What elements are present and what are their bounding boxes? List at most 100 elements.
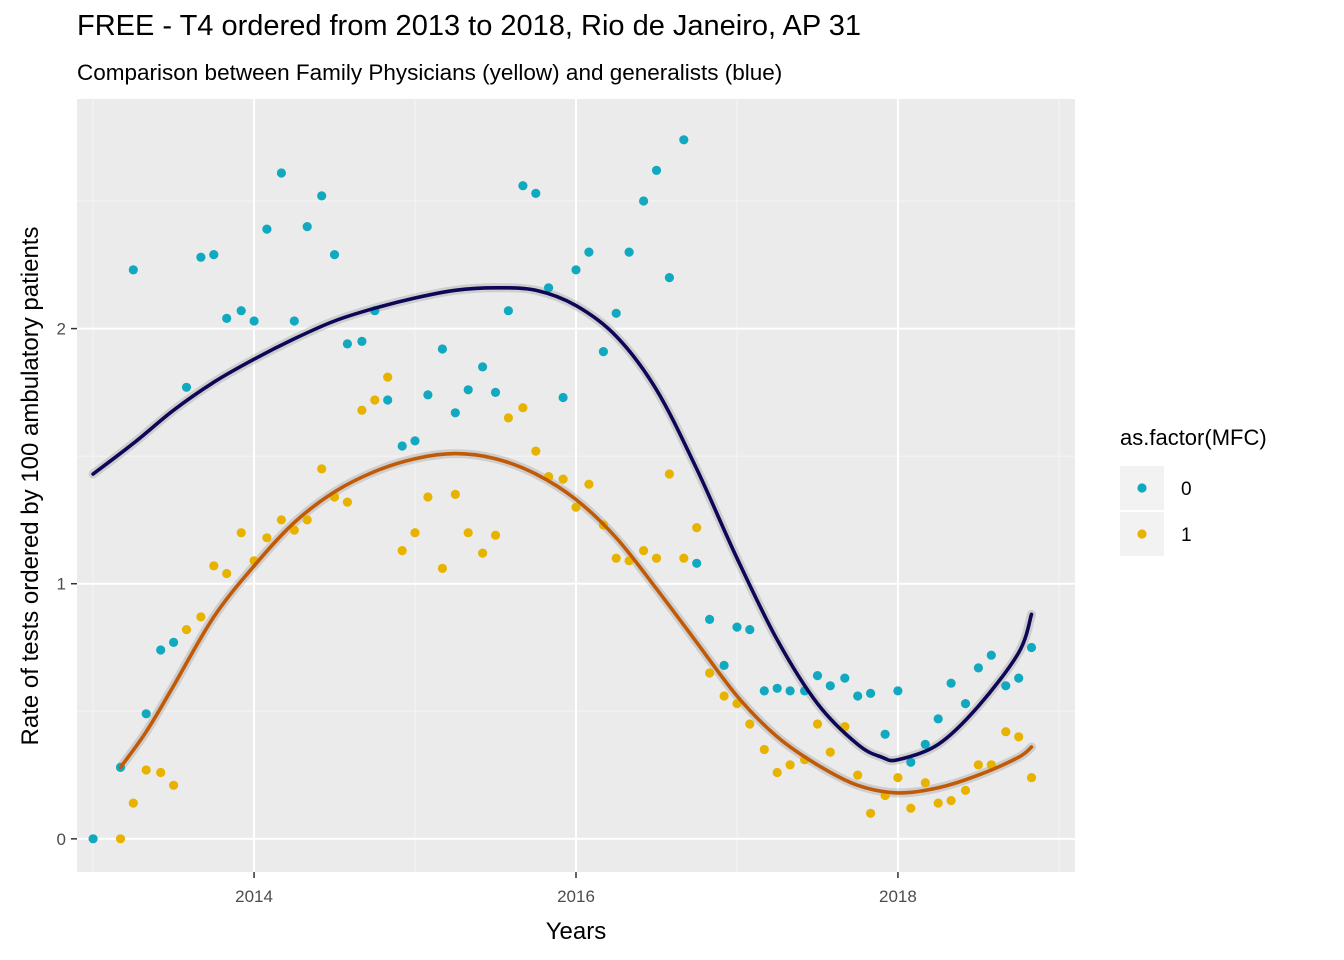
y-axis-title: Rate of tests ordered by 100 ambulatory …	[17, 227, 44, 746]
data-point	[933, 798, 943, 808]
data-point	[276, 515, 286, 525]
data-point	[906, 803, 916, 813]
data-point	[812, 719, 823, 729]
data-point	[705, 614, 715, 625]
data-point	[383, 372, 393, 382]
data-point	[357, 405, 367, 415]
data-point	[262, 533, 272, 543]
x-axis: 2014 2016 2018	[235, 872, 917, 906]
grid-major	[77, 99, 1075, 872]
data-point	[745, 719, 755, 729]
data-point	[1014, 673, 1024, 683]
legend: as.factor(MFC) 0 1	[1120, 425, 1267, 556]
data-point	[249, 316, 259, 326]
data-point	[410, 436, 420, 446]
data-point	[639, 196, 649, 206]
data-point	[946, 796, 956, 806]
data-point	[317, 191, 327, 201]
data-point	[463, 385, 473, 395]
data-point	[222, 313, 232, 323]
legend-swatch-0	[1137, 483, 1147, 493]
legend-label-0: 0	[1181, 479, 1192, 500]
data-point	[437, 563, 447, 574]
legend-swatch-1	[1137, 529, 1147, 539]
data-point	[383, 395, 393, 405]
data-point	[490, 530, 501, 540]
data-point	[169, 780, 179, 790]
data-point	[531, 446, 541, 456]
data-point	[1026, 642, 1037, 653]
data-point	[906, 757, 916, 767]
data-point	[825, 747, 835, 757]
data-point	[397, 546, 407, 556]
x-axis-title: Years	[546, 918, 607, 945]
y-axis: 0 1 2	[57, 320, 77, 849]
smooth-lines	[91, 285, 1034, 795]
data-point	[920, 739, 930, 750]
data-point	[986, 650, 996, 660]
data-point	[679, 135, 689, 145]
data-point	[973, 663, 984, 673]
data-point	[759, 686, 769, 696]
data-point	[853, 691, 863, 701]
data-point	[571, 502, 581, 512]
data-point	[128, 798, 138, 808]
data-point	[450, 408, 460, 418]
data-point	[302, 222, 312, 232]
data-point	[651, 553, 662, 563]
data-point	[584, 247, 594, 257]
data-point	[236, 528, 246, 538]
data-point	[719, 660, 729, 671]
data-point	[196, 612, 206, 622]
data-point	[705, 668, 715, 678]
data-point	[893, 773, 903, 783]
data-point	[584, 479, 594, 489]
data-point	[1001, 727, 1011, 737]
data-point	[196, 252, 206, 262]
data-point	[181, 382, 192, 392]
data-point	[785, 686, 795, 696]
data-point	[893, 686, 903, 696]
x-tick-label: 2014	[235, 887, 273, 906]
data-point	[598, 347, 609, 357]
data-point	[719, 691, 729, 701]
data-point	[679, 553, 689, 563]
data-point	[692, 523, 702, 533]
data-point	[825, 681, 835, 691]
y-tick-label: 0	[57, 830, 66, 849]
x-tick-label: 2016	[557, 887, 595, 906]
data-point	[342, 339, 352, 349]
data-point	[973, 760, 984, 770]
data-point	[141, 709, 151, 719]
data-point	[317, 464, 327, 474]
chart-subtitle: Comparison between Family Physicians (ye…	[77, 60, 783, 85]
smooth-line-0	[91, 285, 1034, 763]
data-point	[946, 678, 956, 688]
data-point	[1026, 773, 1037, 783]
data-point	[209, 250, 219, 260]
data-point	[1001, 681, 1011, 691]
data-point	[960, 785, 971, 796]
data-point	[866, 688, 876, 699]
data-point	[156, 645, 166, 655]
y-tick-label: 2	[57, 320, 66, 339]
data-point	[410, 528, 420, 538]
data-point	[209, 561, 219, 571]
legend-title: as.factor(MFC)	[1120, 425, 1267, 450]
data-point	[478, 362, 488, 372]
data-point	[611, 553, 621, 563]
data-point	[624, 247, 634, 257]
data-point	[745, 625, 755, 635]
data-point	[558, 474, 568, 484]
chart-title: FREE - T4 ordered from 2013 to 2018, Rio…	[77, 10, 861, 42]
data-point	[651, 165, 662, 175]
data-point	[289, 525, 299, 535]
data-point	[423, 390, 433, 400]
data-point	[571, 265, 581, 275]
data-point	[88, 834, 98, 844]
data-point	[503, 306, 513, 316]
data-point	[785, 760, 795, 770]
data-point	[141, 765, 151, 775]
data-point	[732, 622, 742, 632]
legend-label-1: 1	[1181, 525, 1192, 546]
